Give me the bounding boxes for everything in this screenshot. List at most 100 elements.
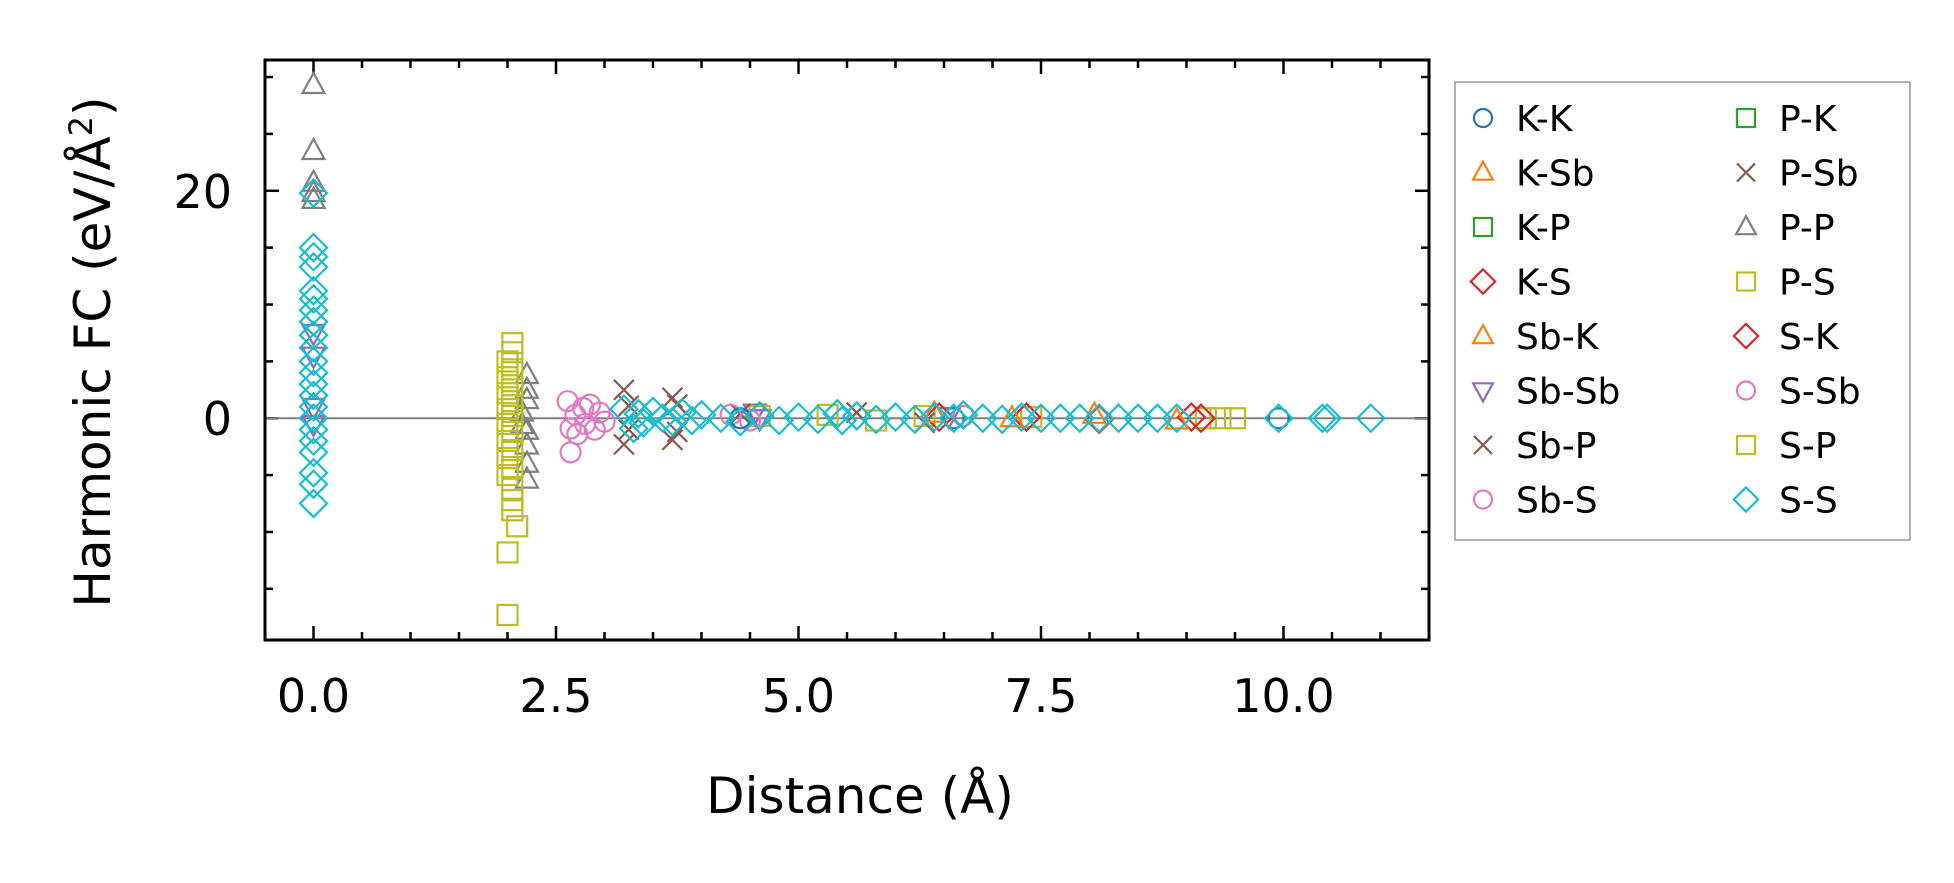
data-point (919, 402, 950, 433)
data-point (298, 488, 329, 519)
data-point (1312, 403, 1343, 434)
legend-marker (1472, 107, 1494, 129)
legend-marker (1735, 107, 1757, 129)
y-axis-title: Harmonic FC (eV/Å2) (62, 96, 122, 607)
legend-marker (1732, 322, 1760, 350)
data-point (501, 499, 524, 522)
x-tick-label: 7.5 (1004, 669, 1077, 723)
legend-marker (1735, 271, 1757, 292)
data-point (1223, 407, 1247, 430)
data-point (300, 178, 327, 203)
data-point (938, 403, 969, 434)
data-point (496, 463, 519, 487)
legend-marker (1471, 322, 1495, 345)
legend-label: Sb-Sb (1516, 372, 1620, 413)
data-point (647, 403, 678, 434)
data-point (298, 346, 329, 377)
legend-marker (1471, 159, 1495, 181)
data-point (298, 275, 329, 306)
data-point (501, 404, 524, 428)
legend-marker (1473, 435, 1493, 455)
x-tick-labels: 0.0 2.5 5.0 7.5 10.0 (277, 669, 1335, 723)
data-point (298, 332, 329, 363)
x-axis-title: Distance (Å) (706, 767, 1014, 825)
data-point (501, 456, 524, 479)
data-point (300, 136, 327, 161)
data-point (298, 369, 329, 400)
data-point (298, 295, 329, 326)
data-point (501, 374, 524, 397)
data-point (613, 379, 635, 401)
data-point (298, 403, 329, 434)
data-point (501, 438, 524, 462)
legend-label: P-Sb (1779, 154, 1859, 195)
data-point (661, 386, 684, 409)
legend-box (1454, 81, 1911, 541)
data-point (556, 390, 579, 413)
data-point (1020, 405, 1043, 429)
legend-marker (1469, 267, 1497, 296)
data-point (593, 410, 616, 433)
data-point (496, 350, 519, 373)
data-point (827, 405, 858, 436)
data-point (1185, 403, 1217, 434)
series-S-Sb (556, 390, 975, 464)
data-point (1011, 402, 1042, 433)
data-point (822, 398, 853, 429)
legend-marker (1735, 380, 1757, 401)
legend-label: S-Sb (1779, 372, 1861, 413)
data-point (1263, 403, 1294, 434)
data-point (764, 405, 795, 436)
data-point (705, 403, 736, 434)
data-point (628, 407, 659, 438)
data-point (1176, 402, 1207, 433)
data-point (298, 414, 329, 445)
plot-area (265, 70, 1429, 627)
plot-frame (263, 58, 1431, 642)
series-S-S (298, 178, 1386, 519)
data-point (802, 404, 833, 435)
legend-label: K-P (1516, 208, 1571, 249)
data-point (496, 412, 519, 436)
data-point (738, 409, 762, 432)
legend-marker (1472, 216, 1494, 238)
data-point (298, 251, 329, 283)
data-point (298, 241, 329, 272)
data-point (298, 380, 329, 411)
x-tick-label: 0.0 (277, 669, 350, 723)
x-tick-label: 2.5 (519, 669, 592, 723)
data-point (623, 398, 654, 429)
legend-marker (1472, 489, 1494, 510)
legend-marker (1732, 485, 1760, 514)
y-axis-title-superscript: 2 (62, 116, 100, 136)
data-point (783, 402, 814, 433)
data-point (913, 404, 936, 428)
y-axis-title-tail: ) (64, 96, 122, 116)
data-point (300, 168, 327, 192)
y-tick-label: 0 (203, 392, 232, 446)
legend-label: P-P (1779, 208, 1835, 249)
legend-label: P-S (1779, 263, 1836, 304)
y-axis-title-main: Harmonic FC (eV/Å (64, 136, 122, 607)
data-point (921, 399, 948, 423)
axis-ticks (265, 60, 1431, 640)
legend-label: S-P (1779, 426, 1837, 467)
data-point (300, 346, 327, 370)
legend-label: Sb-P (1516, 426, 1596, 467)
data-point (501, 358, 524, 381)
y-tick-labels: 0 20 (173, 165, 232, 446)
legend-label: S-S (1779, 481, 1838, 522)
data-point (1006, 402, 1037, 433)
data-point (298, 178, 329, 209)
data-point (501, 390, 524, 413)
x-tick-label: 10.0 (1232, 669, 1334, 723)
data-point (298, 391, 329, 422)
legend-label: P-K (1779, 99, 1838, 140)
data-point (501, 477, 524, 500)
data-point (506, 515, 529, 538)
data-point (1307, 403, 1338, 434)
legend-label: Sb-K (1516, 317, 1600, 358)
legend-marker (1471, 382, 1495, 404)
x-tick-label: 5.0 (762, 669, 835, 723)
series-S-P (496, 332, 1247, 627)
